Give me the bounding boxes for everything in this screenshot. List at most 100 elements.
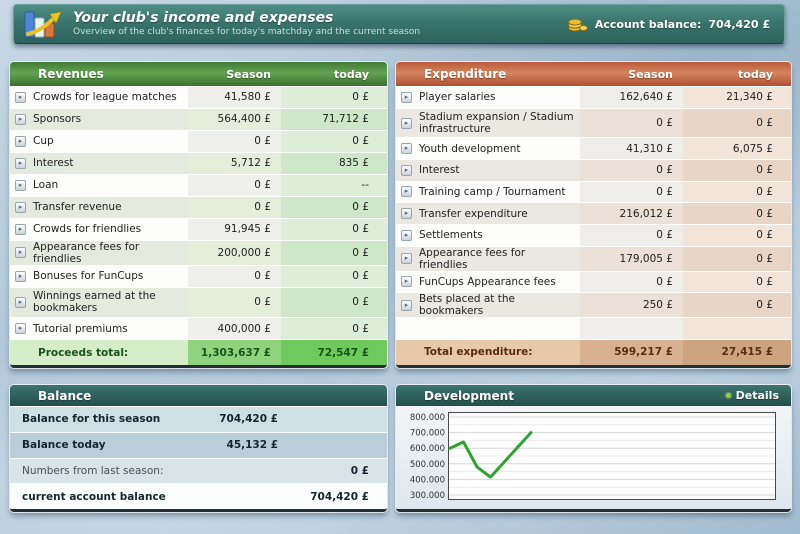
total-label: Total expenditure:: [396, 339, 580, 365]
row-season-value: 564,400 £: [188, 108, 281, 130]
detail-arrow-button[interactable]: ▸: [15, 179, 26, 191]
line-chart: 800.000 700.000 600.000 500.000 400.000 …: [410, 412, 776, 501]
detail-arrow-button[interactable]: ▸: [401, 253, 412, 265]
balance-row: Balance today 45,132 £: [10, 431, 387, 458]
row-label: Bets placed at the bookmakers: [419, 293, 515, 318]
row-today-value: 0 £: [683, 271, 791, 293]
detail-arrow-button[interactable]: ▸: [15, 247, 26, 259]
y-tick-label: 600.000: [410, 444, 445, 454]
revenues-season-column-header: Season: [226, 67, 271, 81]
table-row: ▸ Appearance fees for friendlies 200,000 …: [10, 239, 387, 265]
expenditure-title: Expenditure: [424, 67, 507, 81]
detail-arrow-button[interactable]: ▸: [15, 135, 26, 147]
detail-arrow-button[interactable]: ▸: [15, 201, 26, 213]
table-row: ▸ Tutorial premiums 400,000 £ 0 £: [10, 317, 387, 340]
table-row: ▸ Player salaries 162,640 £ 21,340 £: [396, 86, 791, 108]
table-row: ▸ Settlements 0 £ 0 £: [396, 223, 791, 246]
table-row: ▸ Stadium expansion / Stadium infrastruct…: [396, 107, 791, 138]
development-chart: 800.000 700.000 600.000 500.000 400.000 …: [396, 406, 791, 509]
table-row: ▸ Interest 5,712 £ 835 £: [10, 151, 387, 174]
detail-arrow-button[interactable]: ▸: [15, 157, 26, 169]
row-label: Tutorial premiums: [33, 322, 128, 335]
detail-arrow-button[interactable]: ▸: [401, 229, 412, 241]
account-balance: Account balance: 704,420 £: [567, 17, 784, 32]
table-row: ▸ Transfer expenditure 216,012 £ 0 £: [396, 202, 791, 224]
table-row: ▸ Transfer revenue 0 £ 0 £: [10, 195, 387, 218]
revenues-panel: Revenues Season today ▸ Crowds for league…: [10, 62, 387, 368]
table-row: ▸ Bonuses for FunCups 0 £ 0 £: [10, 264, 387, 287]
detail-arrow-icon: ▸: [404, 209, 409, 218]
detail-arrow-icon: ▸: [18, 271, 23, 280]
balance-title: Balance: [38, 388, 92, 403]
row-season-value: 91,945 £: [188, 218, 281, 240]
balance-row-label: Balance today: [22, 439, 106, 452]
row-season-value: 0 £: [188, 287, 281, 318]
detail-arrow-icon: ▸: [404, 277, 409, 286]
detail-arrow-icon: ▸: [18, 92, 23, 101]
expenditure-panel: Expenditure Season today ▸ Player salarie…: [396, 62, 791, 368]
row-today-value: --: [281, 174, 387, 196]
total-today-value: 27,415 £: [683, 339, 791, 365]
revenues-header: Revenues Season today: [10, 62, 387, 86]
balance-row-label: Balance for this season: [22, 413, 161, 426]
balance-row-label: current account balance: [22, 490, 166, 503]
detail-arrow-button[interactable]: ▸: [15, 270, 26, 282]
row-today-value: 0 £: [281, 240, 387, 265]
table-row: ▸ Crowds for league matches 41,580 £ 0 £: [10, 86, 387, 108]
row-today-value: 0 £: [683, 246, 791, 271]
row-season-value: 0 £: [580, 271, 683, 293]
development-title: Development: [424, 388, 514, 403]
detail-arrow-button[interactable]: ▸: [401, 164, 412, 176]
detail-arrow-icon: ▸: [404, 165, 409, 174]
detail-arrow-button[interactable]: ▸: [401, 299, 412, 311]
balance-header: Balance: [10, 385, 387, 406]
page-subtitle: Overview of the club's finances for toda…: [73, 27, 421, 38]
row-today-value: 0 £: [683, 203, 791, 224]
row-label: Cup: [33, 135, 54, 148]
row-label: Appearance fees for friendlies: [419, 246, 526, 271]
details-link[interactable]: Details: [725, 389, 791, 402]
row-today-value: 835 £: [281, 152, 387, 174]
table-row: ▸ Youth development 41,310 £ 6,075 £: [396, 137, 791, 160]
row-season-value: 0 £: [580, 108, 683, 138]
row-label: Loan: [33, 179, 59, 192]
row-today-value: 0 £: [683, 181, 791, 203]
row-label: Settlements: [419, 229, 483, 242]
row-label: Training camp / Tournament: [419, 185, 566, 198]
detail-arrow-button[interactable]: ▸: [15, 296, 26, 308]
detail-arrow-icon: ▸: [18, 136, 23, 145]
detail-arrow-button[interactable]: ▸: [15, 323, 26, 335]
account-balance-label: Account balance:: [594, 17, 702, 31]
row-season-value: 41,580 £: [188, 87, 281, 108]
detail-arrow-icon: ▸: [404, 300, 409, 309]
detail-arrow-button[interactable]: ▸: [15, 91, 26, 103]
revenues-title: Revenues: [38, 67, 104, 81]
row-today-value: 71,712 £: [281, 108, 387, 130]
row-today-value: 0 £: [281, 265, 387, 287]
detail-arrow-button[interactable]: ▸: [401, 186, 412, 198]
detail-arrow-button[interactable]: ▸: [15, 223, 26, 235]
table-row: ▸ FunCups Appearance fees 0 £ 0 £: [396, 270, 791, 293]
development-panel: Development Details 800.000 700.0: [396, 385, 791, 512]
detail-arrow-button[interactable]: ▸: [15, 113, 26, 125]
row-season-value: 5,712 £: [188, 152, 281, 174]
total-label: Proceeds total:: [10, 340, 188, 365]
row-today-value: 6,075 £: [683, 138, 791, 160]
detail-arrow-button[interactable]: ▸: [401, 208, 412, 220]
detail-arrow-button[interactable]: ▸: [401, 143, 412, 155]
y-axis-labels: 800.000 700.000 600.000 500.000 400.000 …: [410, 413, 445, 501]
expenditure-season-column-header: Season: [628, 67, 673, 81]
detail-arrow-button[interactable]: ▸: [401, 91, 412, 103]
detail-arrow-icon: ▸: [404, 92, 409, 101]
detail-arrow-button[interactable]: ▸: [401, 117, 412, 129]
detail-arrow-icon: ▸: [18, 114, 23, 123]
detail-arrow-icon: ▸: [18, 158, 23, 167]
development-line: [448, 431, 533, 479]
row-today-value: 0 £: [683, 293, 791, 318]
balance-row-label: Numbers from last season:: [22, 464, 164, 477]
coins-icon: [567, 18, 588, 31]
detail-arrow-button[interactable]: ▸: [401, 276, 412, 288]
row-label: Appearance fees for friendlies: [33, 240, 140, 265]
row-today-value: 0 £: [281, 218, 387, 240]
page-title: Your club's income and expenses: [73, 9, 334, 26]
